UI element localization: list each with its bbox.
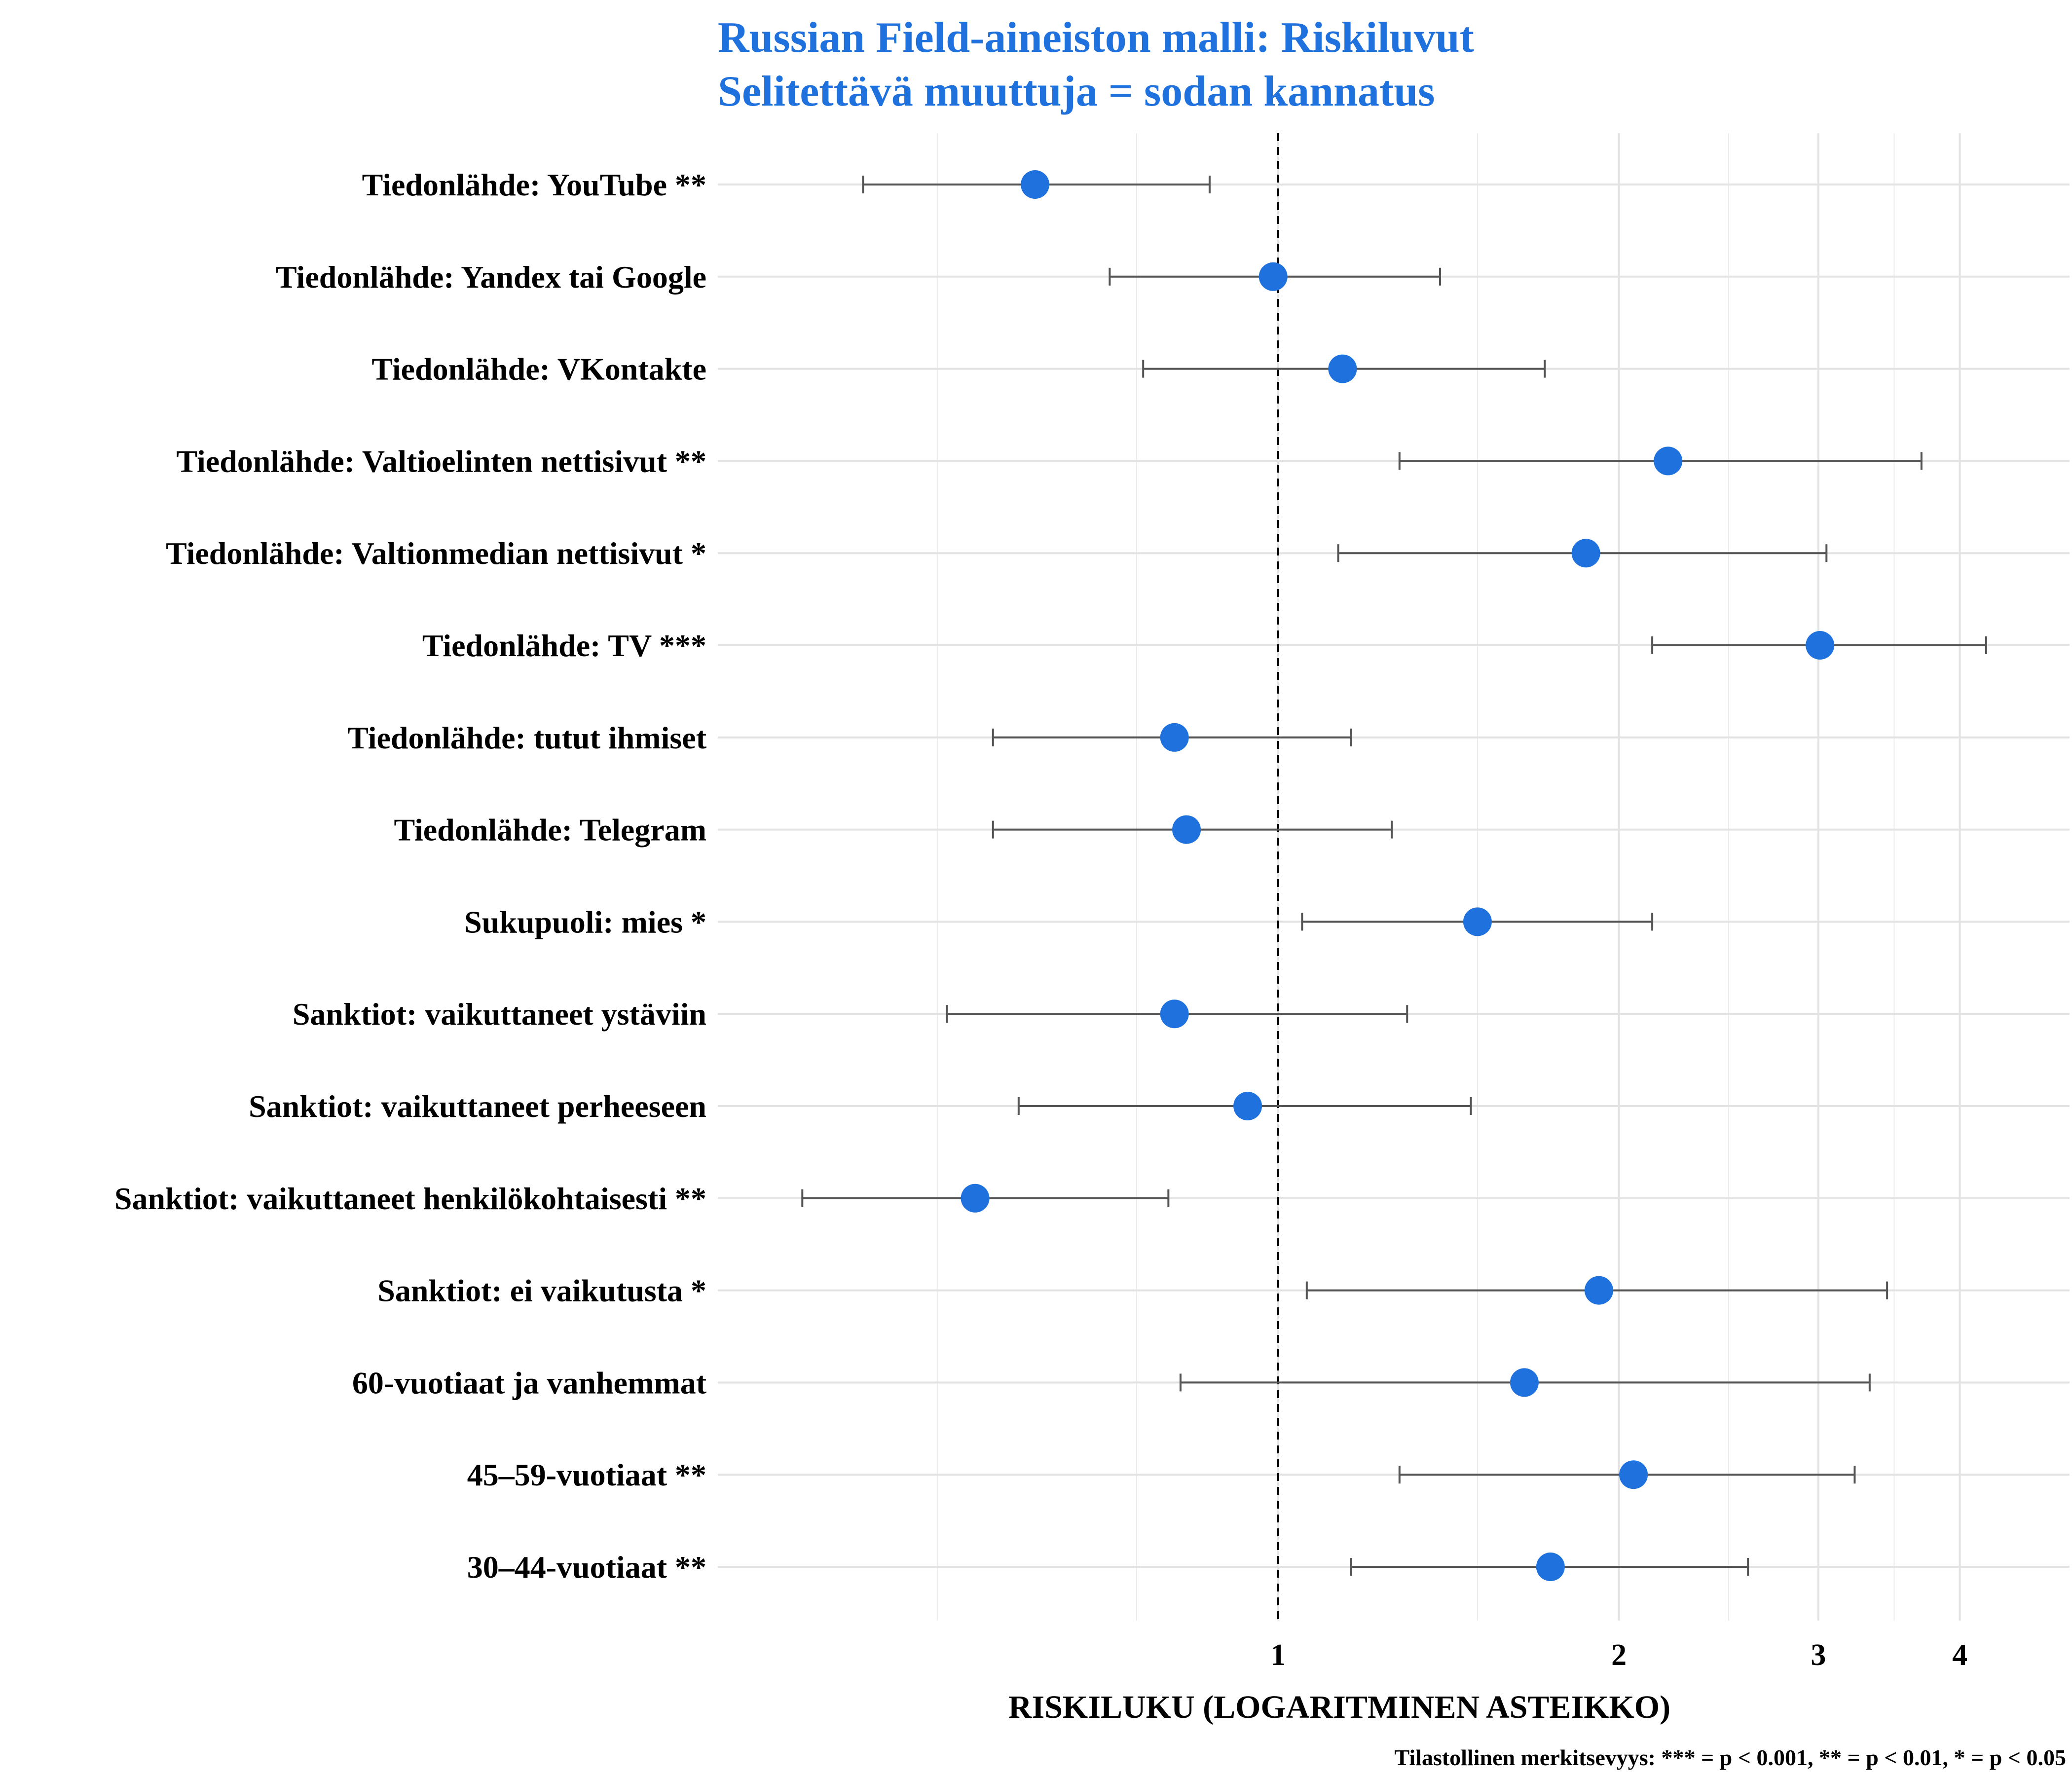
estimate-row: 60-vuotiaat ja vanhemmat (352, 1365, 1871, 1400)
significance-caption: Tilastollinen merkitsevyys: *** = p < 0.… (1395, 1745, 2066, 1770)
estimate-point (1510, 1368, 1539, 1397)
row-label: Tiedonlähde: TV *** (422, 628, 706, 663)
estimate-point (1160, 999, 1189, 1029)
estimate-row: Tiedonlähde: Valtioelinten nettisivut ** (176, 444, 1923, 479)
estimate-row: Tiedonlähde: Yandex tai Google (276, 259, 1441, 295)
x-tick-label: 3 (1811, 1638, 1826, 1672)
row-label: Sanktiot: ei vaikutusta * (377, 1273, 706, 1308)
row-label: 60-vuotiaat ja vanhemmat (352, 1365, 707, 1400)
row-label: Sanktiot: vaikuttaneet ystäviin (293, 997, 706, 1032)
row-label: Tiedonlähde: Yandex tai Google (276, 259, 706, 295)
estimate-row: Sanktiot: vaikuttaneet henkilökohtaisest… (114, 1181, 1170, 1216)
estimate-point (1160, 723, 1189, 752)
estimate-row: Tiedonlähde: Telegram (394, 813, 1393, 848)
x-tick-label: 1 (1270, 1638, 1286, 1672)
estimate-point (1233, 1092, 1262, 1120)
estimate-row: 30–44-vuotiaat ** (467, 1550, 1749, 1585)
estimate-point (1463, 907, 1492, 936)
x-tick-label: 4 (1952, 1638, 1967, 1672)
estimate-point (1536, 1553, 1565, 1581)
row-label: Tiedonlähde: Valtionmedian nettisivut * (166, 536, 706, 571)
estimate-row: Tiedonlähde: YouTube ** (362, 167, 1211, 202)
row-label: Tiedonlähde: YouTube ** (362, 167, 706, 202)
estimate-point (1654, 446, 1683, 476)
estimate-point (1258, 262, 1288, 291)
estimate-rows: Tiedonlähde: YouTube ** Tiedonlähde: Yand… (114, 167, 1987, 1585)
row-label: Sanktiot: vaikuttaneet perheeseen (249, 1089, 706, 1124)
estimate-point (961, 1184, 990, 1213)
estimate-point (1619, 1460, 1648, 1489)
estimate-row: Tiedonlähde: tutut ihmiset (347, 720, 1352, 755)
row-label: 45–59-vuotiaat ** (467, 1457, 706, 1492)
chart-subtitle: Selitettävä muuttuja = sodan kannatus (718, 68, 1435, 115)
estimate-row: Sanktiot: vaikuttaneet ystäviin (293, 997, 1408, 1032)
row-label: Sukupuoli: mies * (464, 904, 706, 939)
row-label: Tiedonlähde: Telegram (394, 813, 706, 848)
estimate-point (1172, 815, 1201, 844)
estimate-point (1584, 1276, 1613, 1305)
row-label: Sanktiot: vaikuttaneet henkilökohtaisest… (114, 1181, 706, 1216)
estimate-row: Sanktiot: vaikuttaneet perheeseen (249, 1089, 1472, 1124)
row-label: Tiedonlähde: VKontakte (371, 352, 706, 387)
estimate-point (1806, 631, 1835, 660)
x-tick-label: 2 (1611, 1638, 1627, 1672)
row-label: Tiedonlähde: Valtioelinten nettisivut ** (176, 444, 706, 479)
horizontal-gridlines (718, 184, 2070, 1568)
estimate-point (1328, 354, 1357, 383)
vertical-gridlines (936, 133, 1961, 1621)
estimate-row: 45–59-vuotiaat ** (467, 1457, 1856, 1492)
estimate-point (1571, 539, 1600, 568)
x-axis-title: RISKILUKU (LOGARITMINEN ASTEIKKO) (1008, 1689, 1670, 1725)
estimate-row: Sanktiot: ei vaikutusta * (377, 1273, 1888, 1308)
row-label: 30–44-vuotiaat ** (467, 1550, 706, 1585)
estimate-row: Tiedonlähde: VKontakte (371, 352, 1546, 387)
row-label: Tiedonlähde: tutut ihmiset (347, 720, 707, 755)
estimate-row: Tiedonlähde: Valtionmedian nettisivut * (166, 536, 1828, 571)
estimate-row: Tiedonlähde: TV *** (422, 628, 1987, 663)
x-axis-tick-labels: 1 2 3 4 (1270, 1638, 1967, 1672)
chart-title: Russian Field-aineiston malli: Riskiluvu… (718, 14, 1474, 62)
estimate-point (1021, 170, 1050, 199)
estimate-row: Sukupuoli: mies * (464, 904, 1654, 939)
